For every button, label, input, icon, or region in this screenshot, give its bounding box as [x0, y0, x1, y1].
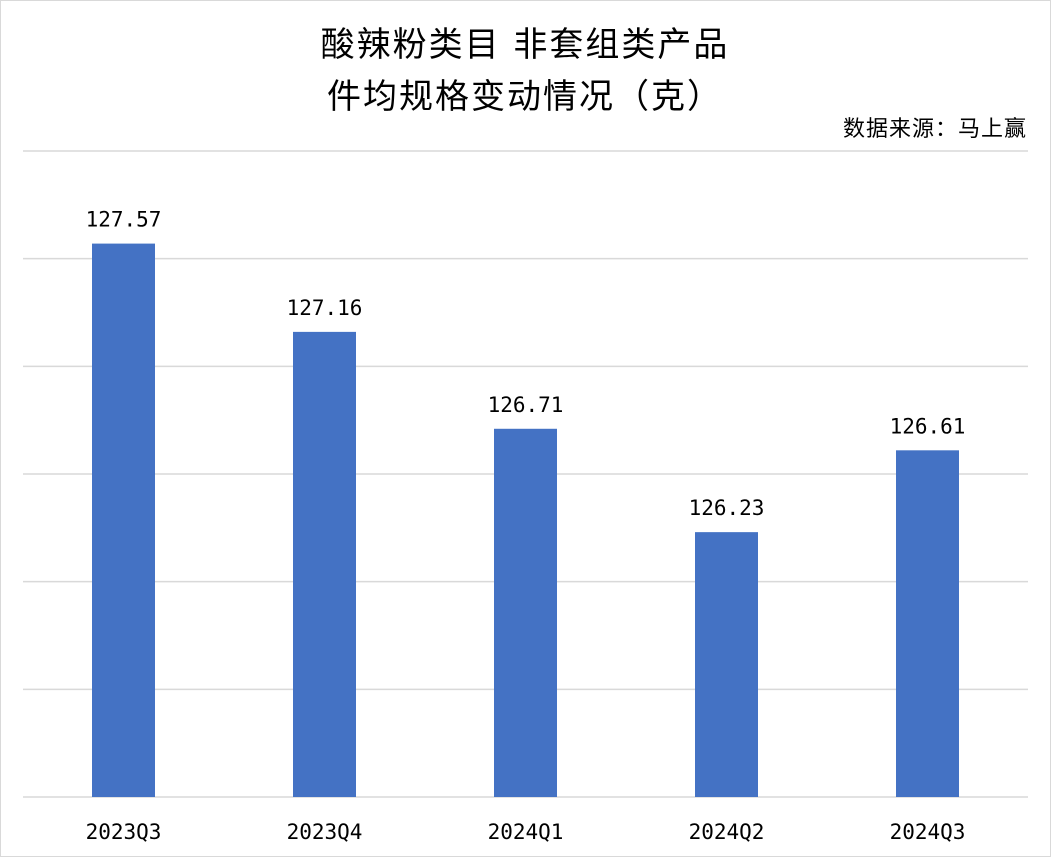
- bar-2024Q1: [494, 428, 557, 797]
- bars: [92, 243, 959, 798]
- data-labels: 127.57 127.16 126.71 126.23 126.61: [86, 208, 966, 521]
- x-axis-tick-labels: 2023Q3 2023Q4 2024Q1 2024Q2 2024Q3: [86, 820, 966, 844]
- data-label-2024Q3: 126.61: [890, 414, 966, 438]
- bar-2023Q4: [293, 331, 356, 797]
- bar-2023Q3: [92, 243, 155, 798]
- data-label-2023Q4: 127.16: [287, 296, 363, 320]
- chart-title-line-2: 件均规格变动情况（克）: [327, 77, 723, 117]
- x-tick-label-2024Q2: 2024Q2: [689, 820, 765, 844]
- data-label-2023Q3: 127.57: [86, 208, 162, 232]
- data-source-note: 数据来源：马上赢: [843, 117, 1027, 142]
- chart-title-line-1: 酸辣粉类目 非套组类产品: [321, 25, 730, 65]
- x-tick-label-2024Q3: 2024Q3: [890, 820, 966, 844]
- x-tick-label-2024Q1: 2024Q1: [488, 820, 564, 844]
- x-tick-label-2023Q4: 2023Q4: [287, 820, 363, 844]
- data-label-2024Q2: 126.23: [689, 496, 765, 520]
- bar-2024Q3: [896, 450, 959, 797]
- chart-title: 酸辣粉类目 非套组类产品 件均规格变动情况（克）: [321, 25, 730, 117]
- x-tick-label-2023Q3: 2023Q3: [86, 820, 162, 844]
- bar-2024Q2: [695, 532, 758, 797]
- data-label-2024Q1: 126.71: [488, 393, 564, 417]
